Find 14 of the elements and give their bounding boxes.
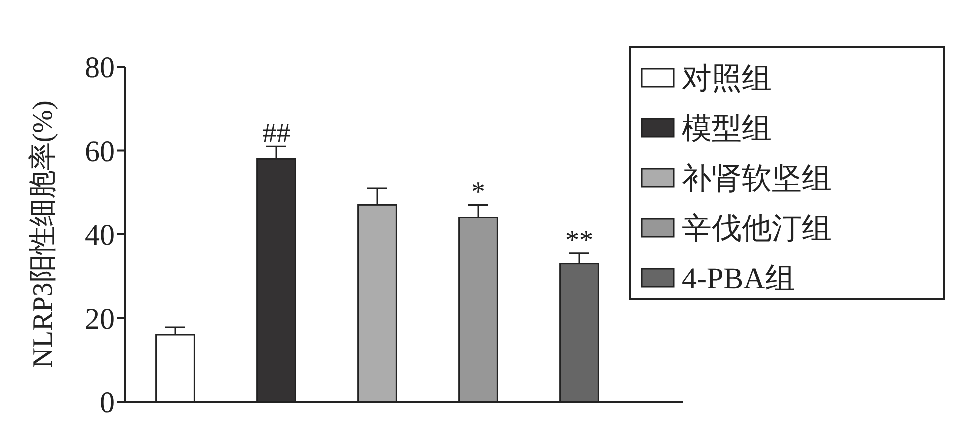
y-axis-title: NLRP3阳性细胞率(%)	[28, 100, 59, 368]
y-tick-label: 0	[100, 386, 115, 420]
data-label: **	[566, 225, 594, 256]
legend-label: 模型组	[682, 112, 772, 146]
y-tick-label: 40	[85, 219, 115, 252]
y-tick-label: 60	[85, 135, 115, 168]
data-label: *	[472, 177, 486, 208]
y-tick-label: 20	[85, 302, 115, 336]
legend-label: 对照组	[682, 62, 772, 96]
data-label: ##	[262, 118, 290, 150]
y-tick-label: 80	[85, 52, 115, 84]
legend-label: 辛伐他汀组	[682, 212, 832, 246]
legend-label: 4-PBA组	[682, 262, 796, 296]
legend-label: 补肾软坚组	[682, 162, 832, 196]
